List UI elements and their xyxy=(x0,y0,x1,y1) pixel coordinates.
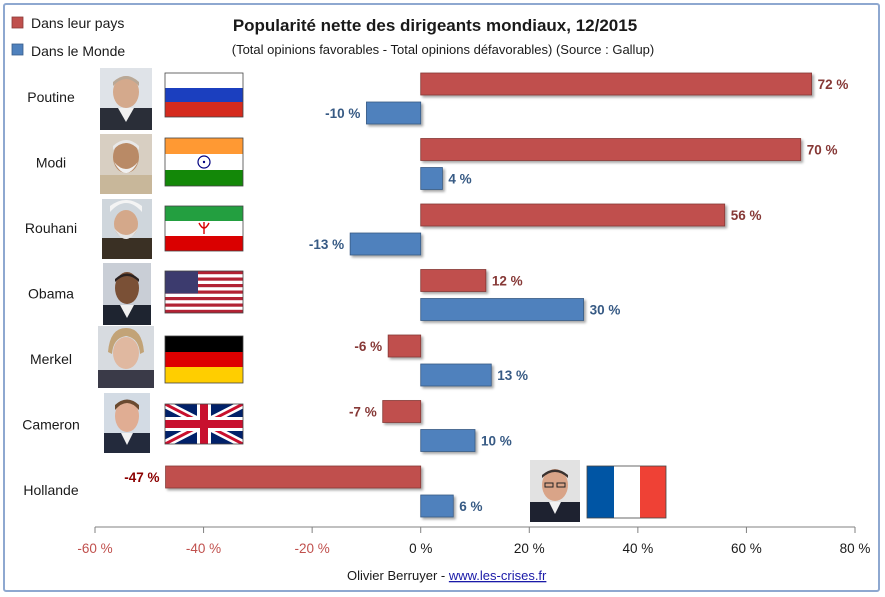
x-tick-label: 60 % xyxy=(731,541,762,556)
x-tick-label: -40 % xyxy=(186,541,221,556)
credit-author: Olivier Berruyer - xyxy=(347,568,449,583)
value-label: 13 % xyxy=(497,368,528,383)
value-label: 30 % xyxy=(590,303,621,318)
flags xyxy=(164,72,667,519)
leader-name: Modi xyxy=(36,155,66,171)
chart-subtitle: (Total opinions favorables - Total opini… xyxy=(232,42,655,57)
bar-domestic xyxy=(165,465,422,489)
hollande-portrait xyxy=(530,460,580,522)
bar-world xyxy=(420,429,476,452)
france-flag xyxy=(586,465,667,519)
india-flag xyxy=(164,137,244,187)
leader-name: Obama xyxy=(28,286,74,302)
value-label: -10 % xyxy=(325,106,360,121)
x-tick-label: 20 % xyxy=(514,541,545,556)
bar-world xyxy=(420,363,492,387)
x-tick-label: 0 % xyxy=(409,541,432,556)
x-tick-label: -20 % xyxy=(295,541,330,556)
value-label: 6 % xyxy=(459,499,482,514)
cameron-portrait xyxy=(104,393,150,453)
germany-flag xyxy=(164,335,244,384)
bar-domestic xyxy=(420,138,802,161)
bar-domestic xyxy=(420,203,726,227)
bar-world xyxy=(349,232,422,256)
bar-world xyxy=(420,494,454,518)
bars xyxy=(165,72,812,518)
modi-portrait xyxy=(100,134,152,194)
legend-label-world: Dans le Monde xyxy=(31,43,125,59)
chart-title: Popularité nette des dirigeants mondiaux… xyxy=(233,16,637,35)
bar-world xyxy=(420,298,584,321)
legend-label-domestic: Dans leur pays xyxy=(31,15,124,31)
obama-portrait xyxy=(103,263,151,325)
value-labels: 72 % -10 % 70 % 4 % 56 % -13 % 12 % 30 % -6 % 13 … xyxy=(124,77,848,514)
bar-domestic xyxy=(420,72,812,96)
iran-flag xyxy=(164,205,244,252)
x-tick-label: 40 % xyxy=(622,541,653,556)
poutine-portrait xyxy=(100,68,152,130)
x-tick-label: -60 % xyxy=(77,541,112,556)
leader-names: Poutine Modi Rouhani Obama Merkel Cameron Holl… xyxy=(22,89,80,498)
value-label: 10 % xyxy=(481,434,512,449)
value-label: 72 % xyxy=(818,77,849,92)
bar-world xyxy=(366,101,422,125)
legend: Dans leur pays Dans le Monde xyxy=(11,15,125,59)
bar-domestic xyxy=(382,400,422,423)
value-label: -13 % xyxy=(309,237,344,252)
merkel-portrait xyxy=(98,326,154,388)
credit: Olivier Berruyer - www.les-crises.fr xyxy=(347,568,547,583)
value-label: -6 % xyxy=(354,339,382,354)
leader-name: Merkel xyxy=(30,351,72,367)
credit-link[interactable]: www.les-crises.fr xyxy=(448,568,547,583)
value-label: -7 % xyxy=(349,405,377,420)
value-label: -47 % xyxy=(124,470,159,485)
value-label: 56 % xyxy=(731,208,762,223)
leader-name: Poutine xyxy=(27,89,75,105)
leader-name: Cameron xyxy=(22,417,80,433)
bar-world xyxy=(420,167,443,190)
value-label: 4 % xyxy=(448,172,471,187)
portraits xyxy=(98,68,580,522)
x-axis-ticks: -60 % -40 % -20 % 0 % 20 % 40 % 60 % 80 % xyxy=(77,527,870,556)
x-tick-label: 80 % xyxy=(840,541,871,556)
uk-flag xyxy=(164,403,244,445)
leader-name: Rouhani xyxy=(25,220,77,236)
leader-name: Hollande xyxy=(23,482,78,498)
usa-flag xyxy=(164,270,244,314)
rouhani-portrait xyxy=(102,199,152,259)
legend-swatch-world xyxy=(11,43,24,56)
value-label: 12 % xyxy=(492,274,523,289)
bar-domestic xyxy=(420,269,487,292)
value-label: 70 % xyxy=(807,143,838,158)
legend-swatch-domestic xyxy=(11,16,24,29)
bar-domestic xyxy=(387,334,422,358)
russia-flag xyxy=(164,72,244,118)
